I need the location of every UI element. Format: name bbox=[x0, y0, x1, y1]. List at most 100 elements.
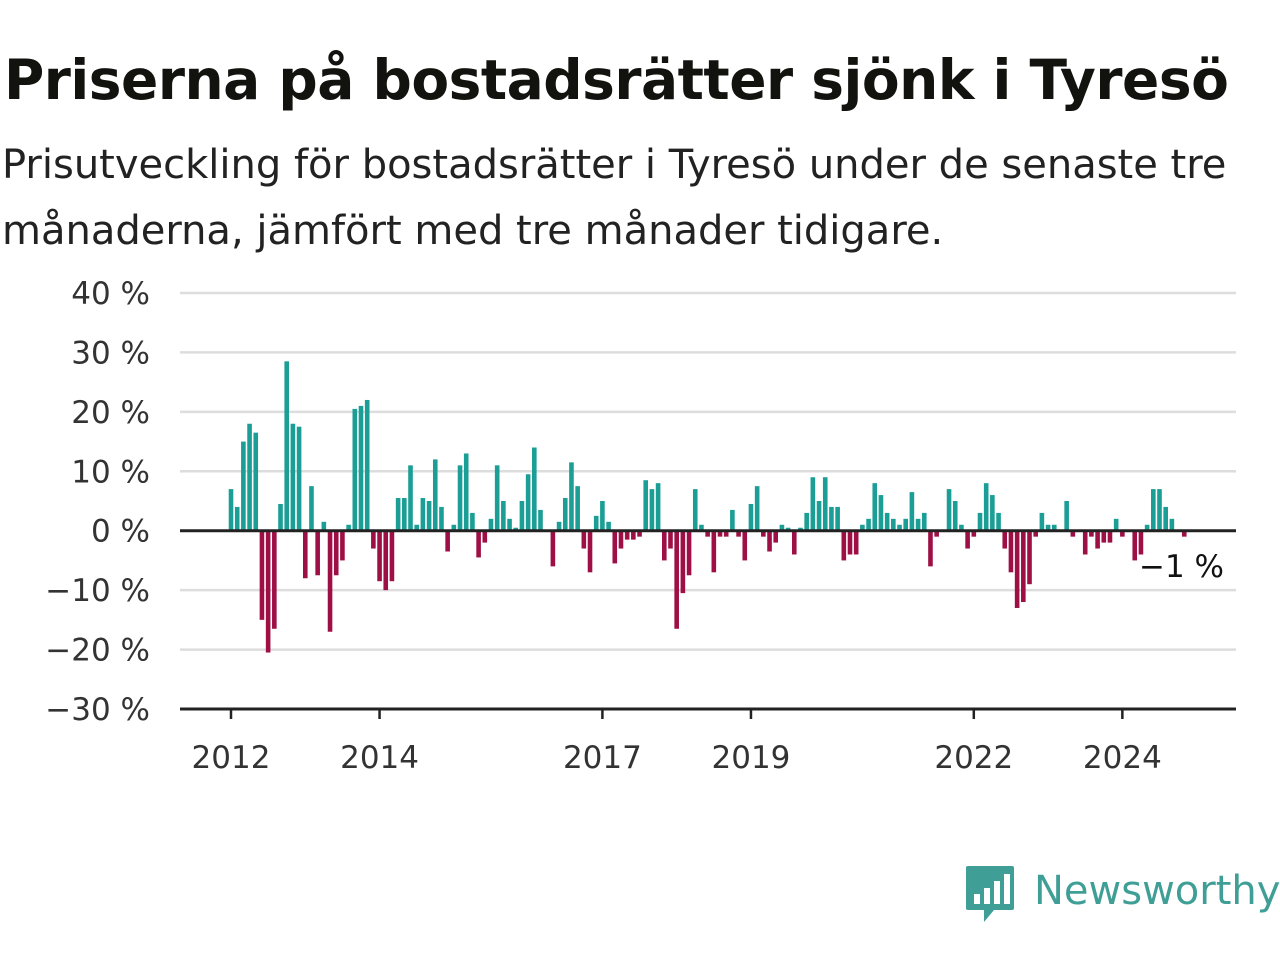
bar bbox=[1107, 530, 1113, 543]
bar bbox=[600, 501, 605, 531]
bar bbox=[699, 524, 704, 531]
bar bbox=[637, 530, 642, 537]
bar bbox=[631, 530, 636, 540]
bar bbox=[550, 530, 556, 567]
bar bbox=[371, 530, 376, 549]
bar bbox=[761, 530, 766, 537]
brand-name: Newsworthy bbox=[1034, 868, 1280, 914]
bar bbox=[779, 524, 785, 531]
bar bbox=[1027, 530, 1032, 585]
bar bbox=[717, 530, 723, 537]
bar bbox=[1132, 530, 1138, 561]
bar bbox=[494, 465, 500, 531]
newsworthy-brand: Newsworthy bbox=[964, 864, 1280, 928]
bar bbox=[340, 530, 345, 561]
bar bbox=[767, 530, 772, 552]
bar bbox=[810, 477, 816, 531]
bar bbox=[1113, 518, 1119, 531]
bar bbox=[606, 521, 611, 531]
chart-title: Priserna på bostadsrätter sjönk i Tyresö bbox=[4, 48, 1229, 112]
last-value-label: −1 % bbox=[1139, 549, 1224, 585]
bar bbox=[928, 530, 933, 567]
bar bbox=[736, 530, 741, 537]
bar bbox=[878, 495, 884, 531]
bar bbox=[1082, 530, 1088, 555]
bar bbox=[822, 477, 828, 531]
bar bbox=[1120, 530, 1125, 537]
bar bbox=[946, 489, 952, 531]
bar bbox=[581, 530, 587, 549]
bar bbox=[952, 501, 958, 531]
bar bbox=[352, 408, 358, 531]
tick-labels: 40 % 30 % 20 % 10 % 0 % −10 % −20 % −30 % 2012 20… bbox=[45, 276, 1224, 776]
x-tick-label: 2017 bbox=[563, 740, 642, 776]
bar bbox=[593, 515, 599, 531]
bar bbox=[241, 441, 246, 531]
bar bbox=[278, 503, 283, 531]
bar bbox=[829, 506, 834, 531]
bar bbox=[414, 524, 419, 531]
bar bbox=[1039, 512, 1045, 531]
x-tick-label: 2019 bbox=[712, 740, 791, 776]
bar bbox=[290, 423, 296, 531]
bar bbox=[754, 486, 760, 531]
bar bbox=[507, 518, 512, 531]
bar bbox=[791, 530, 797, 555]
bar bbox=[903, 518, 909, 531]
axes bbox=[180, 529, 1236, 719]
x-tick-label: 2024 bbox=[1083, 740, 1162, 776]
bar bbox=[915, 518, 921, 531]
bar bbox=[327, 530, 333, 632]
bar bbox=[476, 530, 481, 558]
bar bbox=[816, 501, 822, 531]
bar bbox=[1021, 530, 1026, 603]
bar bbox=[402, 498, 407, 531]
bar bbox=[884, 512, 890, 531]
bar bbox=[655, 483, 661, 531]
bar bbox=[835, 506, 840, 531]
bar bbox=[730, 509, 735, 531]
bar bbox=[1089, 530, 1094, 537]
bar bbox=[1157, 489, 1162, 531]
bar bbox=[959, 524, 964, 531]
gridlines bbox=[180, 291, 1236, 651]
bar bbox=[686, 530, 692, 576]
bar bbox=[395, 498, 401, 531]
bar bbox=[624, 530, 630, 540]
bar bbox=[1163, 506, 1168, 531]
bar bbox=[1169, 518, 1175, 531]
y-tick-label: 0 % bbox=[91, 514, 150, 550]
y-tick-label: −30 % bbox=[45, 692, 150, 728]
bar bbox=[302, 530, 308, 579]
bar bbox=[377, 530, 382, 582]
bar bbox=[742, 530, 748, 561]
bar bbox=[408, 465, 413, 531]
bar bbox=[891, 518, 896, 531]
y-tick-label: −10 % bbox=[45, 573, 150, 609]
bar bbox=[501, 501, 506, 531]
bar bbox=[990, 495, 995, 531]
bar bbox=[1002, 530, 1008, 549]
bar bbox=[309, 486, 314, 531]
bar bbox=[860, 524, 865, 531]
bar bbox=[1033, 530, 1038, 537]
bar bbox=[674, 530, 679, 629]
bar bbox=[692, 489, 698, 531]
bar bbox=[668, 530, 673, 549]
bar bbox=[748, 503, 754, 531]
x-tick-label: 2014 bbox=[340, 740, 419, 776]
bar bbox=[1095, 530, 1100, 549]
bar bbox=[897, 524, 902, 531]
bar bbox=[247, 423, 252, 531]
bar bbox=[296, 426, 302, 531]
bar bbox=[618, 530, 624, 549]
y-tick-label: 10 % bbox=[71, 454, 150, 490]
bar bbox=[569, 462, 574, 531]
bar bbox=[470, 512, 475, 531]
bar bbox=[420, 498, 426, 531]
y-tick-label: −20 % bbox=[45, 633, 150, 669]
bar bbox=[866, 518, 871, 531]
bar bbox=[488, 518, 494, 531]
bar bbox=[556, 521, 562, 531]
y-tick-label: 30 % bbox=[71, 335, 150, 371]
